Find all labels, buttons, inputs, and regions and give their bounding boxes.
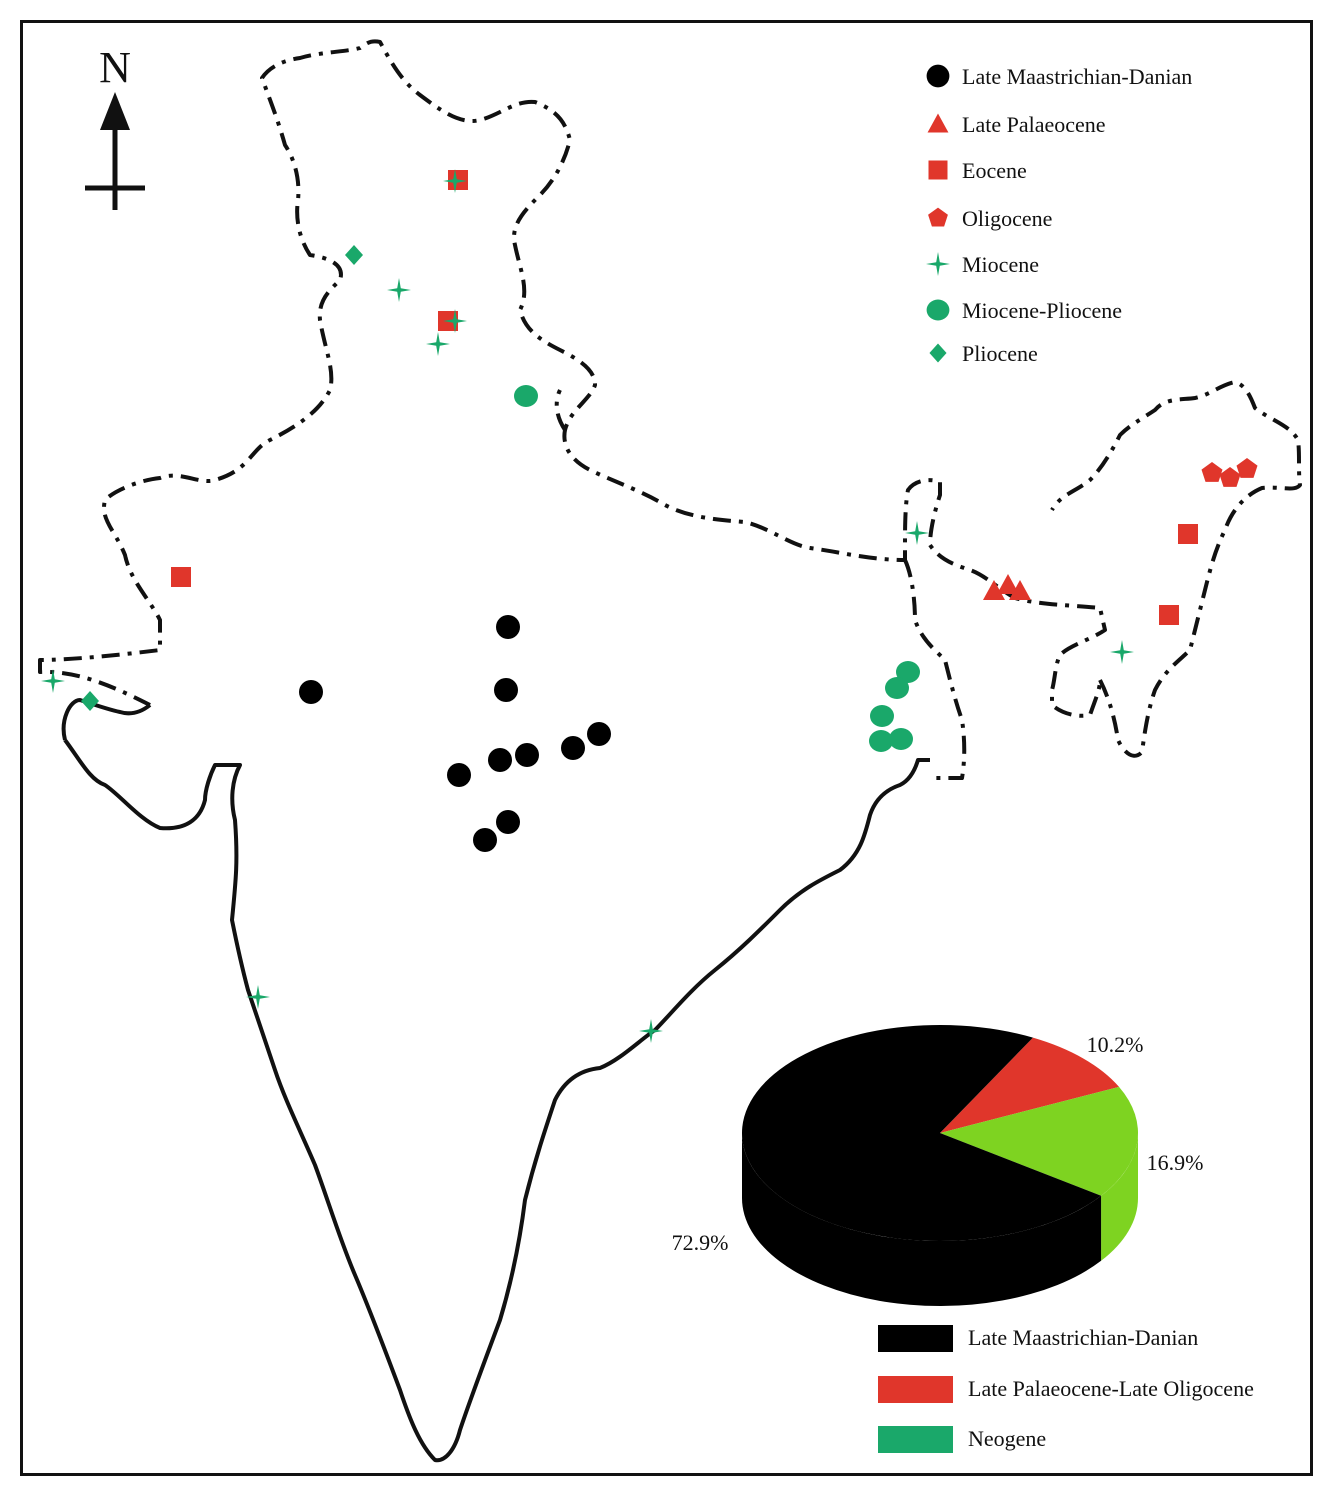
site-marker-pentagon bbox=[1236, 458, 1258, 478]
site-marker-star bbox=[426, 332, 450, 356]
site-marker-diamond bbox=[81, 691, 99, 711]
coastline bbox=[61, 698, 930, 1463]
site-marker-circle bbox=[496, 615, 520, 639]
site-marker-ellipse bbox=[889, 728, 913, 750]
site-markers bbox=[41, 169, 1258, 1043]
site-marker-star bbox=[1110, 640, 1134, 664]
site-marker-triangle bbox=[997, 574, 1019, 594]
legend-label: Oligocene bbox=[962, 206, 1052, 231]
legend-label: Pliocene bbox=[962, 341, 1038, 366]
site-marker-square bbox=[1159, 605, 1179, 625]
site-marker-star bbox=[905, 521, 929, 545]
legend-marker-square bbox=[928, 160, 948, 180]
site-marker-circle bbox=[488, 748, 512, 772]
site-marker-triangle bbox=[1009, 580, 1031, 600]
legend-top: Late Maastrichian-Danian Late Palaeocene E… bbox=[926, 64, 1192, 366]
site-marker-diamond bbox=[345, 245, 363, 265]
legend-marker-diamond bbox=[929, 343, 947, 363]
site-marker-star bbox=[246, 985, 270, 1009]
pie-legend-label: Late Palaeocene-Late Oligocene bbox=[968, 1376, 1254, 1401]
pie-legend-swatch bbox=[878, 1376, 953, 1403]
pie-slice bbox=[940, 1037, 1120, 1133]
pie-slice bbox=[940, 1086, 1138, 1196]
pie-data-label: 72.9% bbox=[672, 1230, 729, 1255]
site-marker-star bbox=[41, 669, 65, 693]
site-marker-square bbox=[171, 567, 191, 587]
site-marker-triangle bbox=[983, 580, 1005, 600]
pie-legend-swatch bbox=[878, 1325, 953, 1352]
site-marker-circle bbox=[561, 736, 585, 760]
pie-legend: Late Maastrichian-Danian Late Palaeocene-… bbox=[878, 1325, 1254, 1453]
pie-slice bbox=[741, 1024, 1102, 1241]
legend-marker-triangle bbox=[927, 113, 949, 133]
site-marker-circle bbox=[473, 828, 497, 852]
site-marker-circle bbox=[587, 722, 611, 746]
site-marker-circle bbox=[515, 743, 539, 767]
legend-label: Late Maastrichian-Danian bbox=[962, 64, 1192, 89]
site-marker-star bbox=[443, 169, 467, 193]
pie-legend-swatch bbox=[878, 1426, 953, 1453]
legend-marker-pentagon bbox=[928, 207, 948, 227]
site-marker-circle bbox=[299, 680, 323, 704]
site-marker-circle bbox=[494, 678, 518, 702]
pie-data-label: 16.9% bbox=[1147, 1150, 1204, 1175]
site-marker-pentagon bbox=[1219, 467, 1241, 487]
site-marker-pentagon bbox=[1201, 462, 1223, 482]
legend-label: Late Palaeocene bbox=[962, 112, 1106, 137]
north-arrow-icon bbox=[85, 92, 145, 210]
pie-chart: 10.2% 16.9% 72.9% bbox=[672, 1024, 1204, 1306]
site-marker-star bbox=[443, 309, 467, 333]
border-dashed bbox=[38, 39, 1302, 780]
legend-label: Miocene-Pliocene bbox=[962, 298, 1122, 323]
map-frame bbox=[20, 20, 1313, 1476]
legend-marker-star bbox=[926, 252, 950, 276]
legend-label: Eocene bbox=[962, 158, 1027, 183]
site-marker-star bbox=[387, 278, 411, 302]
site-marker-ellipse bbox=[885, 677, 909, 699]
pie-legend-label: Late Maastrichian-Danian bbox=[968, 1325, 1198, 1350]
legend-marker-ellipse bbox=[926, 299, 950, 321]
pie-side bbox=[1101, 1133, 1138, 1261]
pie-side bbox=[741, 1133, 1102, 1306]
site-marker-star bbox=[639, 1019, 663, 1043]
site-marker-ellipse bbox=[870, 705, 894, 727]
north-label: N bbox=[99, 43, 131, 92]
site-marker-circle bbox=[496, 810, 520, 834]
site-marker-square bbox=[1178, 524, 1198, 544]
legend-marker-circle bbox=[926, 64, 950, 88]
site-marker-ellipse bbox=[896, 661, 920, 683]
site-marker-ellipse bbox=[514, 385, 538, 407]
pie-legend-label: Neogene bbox=[968, 1426, 1046, 1451]
pie-data-label: 10.2% bbox=[1087, 1032, 1144, 1057]
legend-label: Miocene bbox=[962, 252, 1039, 277]
site-marker-circle bbox=[447, 763, 471, 787]
site-marker-ellipse bbox=[869, 730, 893, 752]
